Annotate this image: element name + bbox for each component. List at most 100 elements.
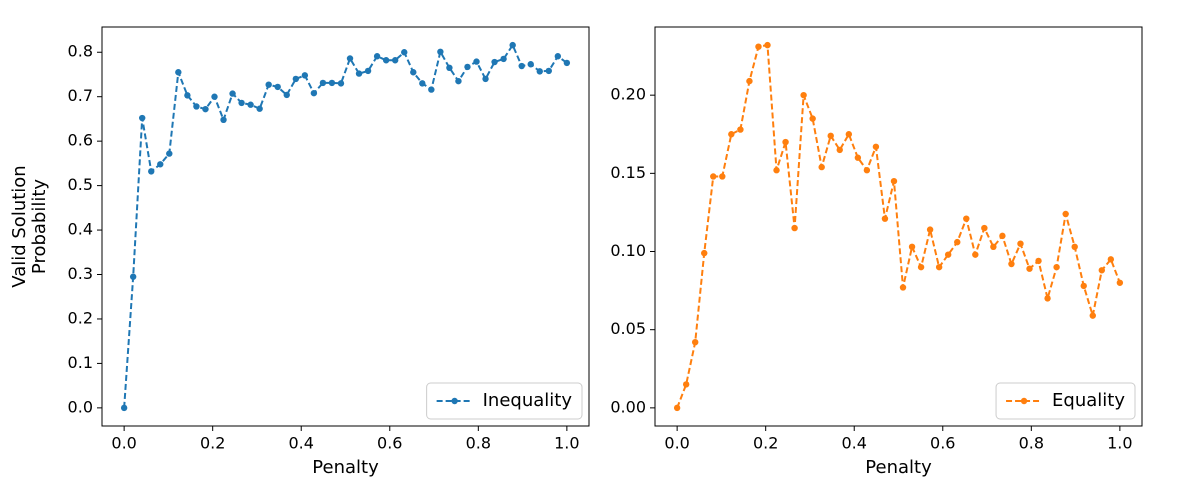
data-point (845, 131, 853, 138)
legend-frame (426, 382, 583, 420)
data-point (536, 68, 543, 75)
x-tick-label: 0.0 (664, 434, 689, 453)
data-point (563, 59, 571, 67)
data-point (120, 404, 128, 412)
data-point (482, 75, 489, 83)
data-point (728, 131, 735, 138)
data-point (863, 167, 871, 174)
legend-frame (995, 382, 1136, 420)
data-point (737, 126, 744, 133)
x-axis-label: Penalty (865, 457, 932, 478)
axes-frame (654, 26, 1143, 427)
data-point (265, 81, 272, 88)
data-point (935, 263, 943, 271)
y-label-line: Probability (29, 179, 50, 274)
legend-marker (451, 397, 458, 405)
y-axis-label: Valid SolutionProbability (9, 165, 50, 287)
y-tick-label: 0.00 (610, 397, 646, 416)
data-point (301, 72, 309, 79)
data-point (256, 105, 263, 112)
data-point (719, 173, 726, 180)
data-point (1071, 243, 1078, 251)
data-point (292, 75, 300, 83)
y-tick-label: 0.10 (610, 241, 646, 260)
x-tick-label: 0.8 (466, 434, 491, 453)
y-tick-label: 0.6 (68, 131, 93, 150)
data-point (899, 284, 907, 291)
data-point (437, 48, 444, 56)
data-point (682, 381, 690, 388)
data-point (673, 404, 681, 412)
data-point (129, 273, 137, 280)
data-point (148, 168, 155, 175)
data-point (401, 49, 408, 56)
data-line (676, 43, 1121, 409)
data-point (990, 243, 997, 251)
data-point (890, 177, 898, 185)
data-point (355, 70, 363, 77)
data-point (138, 114, 146, 122)
y-tick-label: 0.8 (68, 42, 93, 61)
x-tick-label: 0.4 (289, 434, 314, 453)
data-point (755, 43, 762, 50)
data-point (202, 105, 209, 113)
data-point (1035, 257, 1042, 265)
data-point (827, 132, 834, 140)
data-point (972, 251, 979, 258)
data-point (1017, 240, 1024, 247)
data-point (184, 92, 191, 99)
data-point (872, 143, 880, 150)
data-point (491, 58, 498, 66)
data-point (691, 338, 699, 346)
data-point (999, 232, 1006, 240)
data-point (854, 154, 862, 161)
x-tick-label: 0.4 (842, 434, 867, 453)
y-tick-label: 0.3 (68, 264, 93, 283)
data-point (701, 249, 708, 257)
data-point (981, 224, 988, 232)
x-tick-label: 0.2 (200, 434, 225, 453)
data-point (791, 224, 798, 232)
data-point (917, 263, 925, 271)
data-point (319, 79, 327, 87)
legend-marker (1020, 397, 1028, 405)
data-point (818, 163, 825, 171)
data-point (1098, 267, 1106, 274)
data-point (710, 173, 717, 180)
data-point (455, 77, 462, 85)
y-tick-label: 0.0 (68, 397, 93, 416)
data-point (220, 116, 227, 124)
data-point (881, 215, 889, 222)
data-point (1044, 295, 1051, 302)
data-point (773, 167, 780, 174)
y-tick-label: 0.05 (610, 319, 646, 338)
x-tick-label: 0.0 (111, 434, 136, 453)
data-point (554, 53, 562, 60)
data-point (1080, 282, 1087, 290)
x-tick-label: 0.8 (1019, 434, 1044, 453)
data-point (518, 62, 525, 70)
data-point (283, 91, 290, 99)
data-point (274, 83, 281, 91)
data-point (464, 63, 471, 71)
data-point (211, 93, 218, 100)
x-tick-label: 0.6 (930, 434, 955, 453)
data-point (229, 90, 236, 97)
data-point (545, 67, 553, 75)
y-label-line: Valid Solution (9, 165, 30, 287)
data-point (1089, 312, 1096, 319)
data-point (500, 55, 507, 63)
data-point (473, 58, 480, 65)
data-point (764, 41, 771, 49)
data-point (944, 251, 952, 258)
x-tick-label: 1.0 (1107, 434, 1132, 453)
data-point (963, 215, 970, 222)
data-point (1062, 210, 1069, 218)
data-point (954, 238, 961, 246)
legend: Inequality (426, 382, 583, 420)
data-point (1026, 265, 1033, 272)
data-point (419, 80, 426, 87)
data-point (926, 226, 934, 233)
data-line (123, 43, 568, 408)
